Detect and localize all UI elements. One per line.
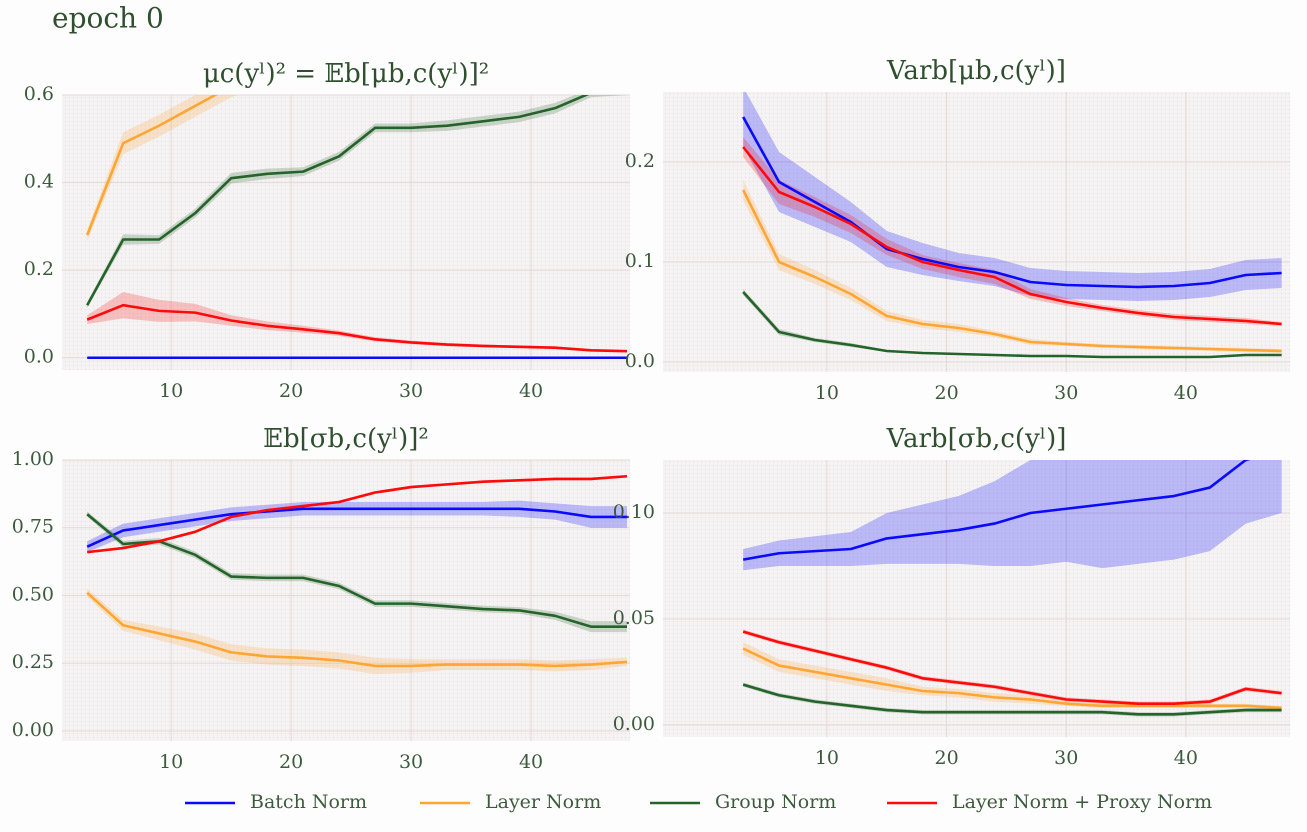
series-line bbox=[742, 291, 1282, 359]
y-tick-label: 0.00 bbox=[12, 719, 54, 741]
x-tick-label: 40 bbox=[519, 751, 543, 773]
x-tick-label: 10 bbox=[815, 382, 839, 404]
y-tick-label: 0.0 bbox=[24, 346, 54, 368]
plot-content bbox=[86, 474, 628, 675]
subplot: 𝔼b[σb,c(yˡ)]² 0.00 0.25 0.50 0.75 1.00 10 20 30 4… bbox=[12, 424, 630, 773]
error-band bbox=[743, 642, 1282, 711]
x-tick-label: 20 bbox=[279, 751, 303, 773]
series-line bbox=[742, 460, 1251, 561]
y-tick-label: 0.75 bbox=[12, 516, 54, 538]
x-tick-label: 30 bbox=[399, 751, 423, 773]
subplot: Varb[σb,c(yˡ)] 0.00 0.05 0.10 10 20 30 40 bbox=[613, 424, 1290, 769]
y-tick-label: 0.05 bbox=[613, 607, 655, 629]
plot-area bbox=[62, 95, 630, 370]
series-line bbox=[86, 591, 628, 668]
subplot: Varb[μb,c(yˡ)] 0.0 0.1 0.2 10 20 30 40 bbox=[625, 56, 1290, 404]
error-band bbox=[743, 137, 1282, 326]
y-tick-label: 0.00 bbox=[613, 713, 655, 735]
subplot-title: 𝔼b[σb,c(yˡ)]² bbox=[263, 424, 429, 454]
series-line bbox=[742, 189, 1282, 353]
series-line bbox=[86, 303, 628, 353]
y-tick-label: 0.50 bbox=[12, 583, 54, 605]
x-tick-label: 20 bbox=[279, 380, 303, 402]
series-line bbox=[742, 146, 1282, 326]
figure-title: epoch 0 bbox=[52, 2, 164, 35]
x-tick-label: 20 bbox=[934, 382, 958, 404]
legend-label: Layer Norm bbox=[485, 791, 601, 813]
x-tick-label: 40 bbox=[1174, 747, 1198, 769]
series-line bbox=[87, 474, 628, 554]
y-tick-label: 0.6 bbox=[24, 83, 54, 105]
series-line bbox=[742, 630, 1282, 706]
series-line bbox=[86, 507, 628, 548]
error-band bbox=[743, 92, 1282, 301]
plot-content bbox=[742, 92, 1282, 359]
plot-content bbox=[85, 95, 628, 360]
x-tick-label: 10 bbox=[815, 747, 839, 769]
legend-label: Layer Norm + Proxy Norm bbox=[952, 791, 1212, 813]
x-tick-label: 30 bbox=[1054, 747, 1078, 769]
plot-content bbox=[742, 460, 1282, 717]
x-tick-label: 10 bbox=[159, 380, 183, 402]
series-line bbox=[86, 95, 590, 306]
error-band bbox=[87, 292, 628, 353]
x-tick-label: 30 bbox=[399, 380, 423, 402]
subplot-title: Varb[σb,c(yˡ)] bbox=[886, 424, 1067, 454]
x-tick-label: 20 bbox=[934, 747, 958, 769]
plot-area bbox=[62, 460, 630, 741]
error-band bbox=[87, 500, 628, 553]
y-tick-label: 0.10 bbox=[613, 501, 655, 523]
x-tick-label: 30 bbox=[1054, 382, 1078, 404]
error-band bbox=[743, 460, 1282, 571]
y-tick-label: 0.25 bbox=[12, 651, 54, 673]
series-line bbox=[86, 513, 628, 628]
y-tick-label: 1.00 bbox=[12, 448, 54, 470]
legend-label: Batch Norm bbox=[250, 791, 367, 813]
subplot-title: μc(yˡ)² = 𝔼b[μb,c(yˡ)]² bbox=[203, 59, 489, 89]
y-tick-label: 0.0 bbox=[625, 350, 655, 372]
y-tick-label: 0.1 bbox=[625, 250, 655, 272]
subplot: μc(yˡ)² = 𝔼b[μb,c(yˡ)]² 0.0 0.2 0.4 0.6 10 20 3… bbox=[24, 59, 630, 402]
y-tick-label: 0.2 bbox=[625, 150, 655, 172]
series-line bbox=[85, 95, 218, 236]
x-tick-label: 40 bbox=[519, 380, 543, 402]
series-line bbox=[742, 683, 1282, 716]
y-tick-label: 0.4 bbox=[24, 171, 54, 193]
series-line bbox=[742, 647, 1282, 710]
subplot-title: Varb[μb,c(yˡ)] bbox=[886, 56, 1066, 86]
x-tick-label: 40 bbox=[1174, 382, 1198, 404]
legend-label: Group Norm bbox=[715, 791, 836, 813]
y-tick-label: 0.2 bbox=[24, 258, 54, 280]
x-tick-label: 10 bbox=[159, 751, 183, 773]
error-band bbox=[87, 588, 628, 675]
series-line bbox=[742, 116, 1282, 289]
